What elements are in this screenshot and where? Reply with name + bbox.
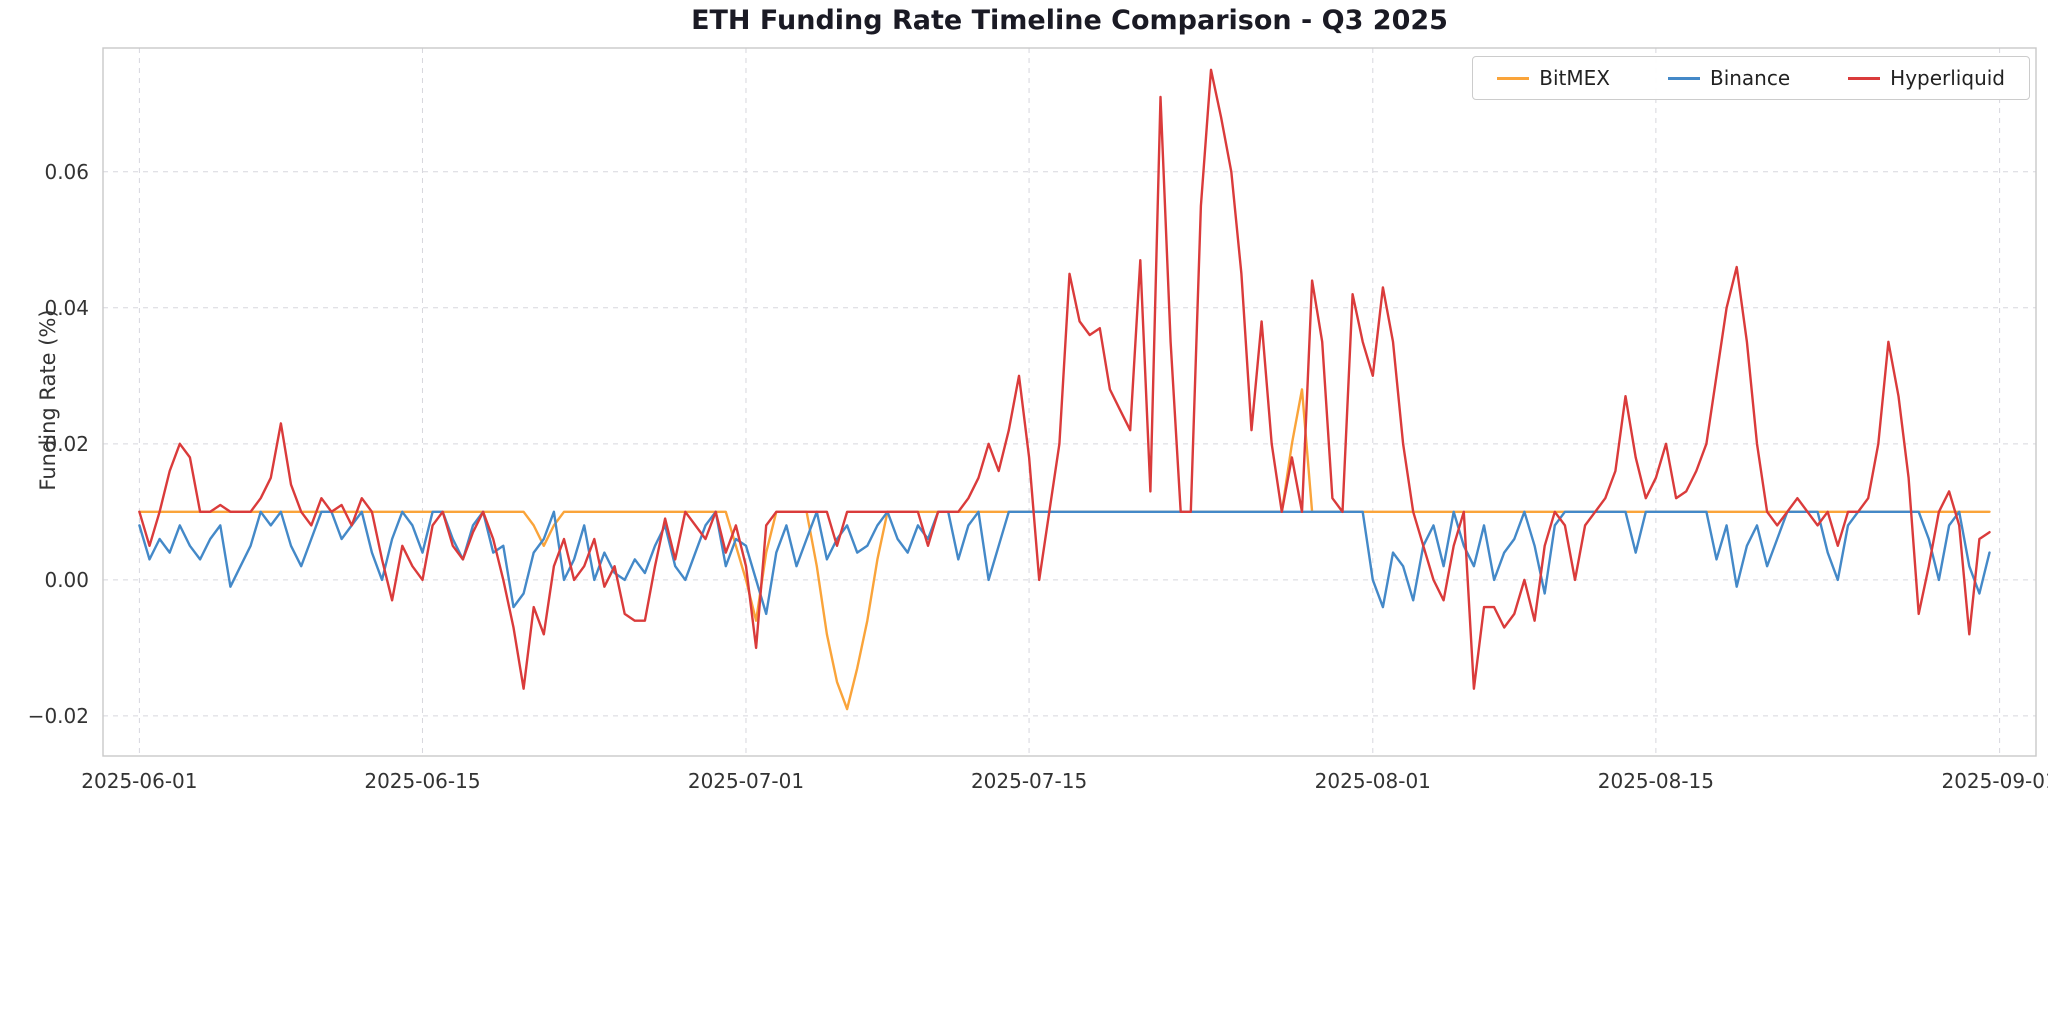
y-tick-label: 0.00 bbox=[44, 568, 89, 592]
plot-border bbox=[102, 47, 2037, 757]
legend: BitMEX Binance Hyperliquid bbox=[1472, 56, 2030, 100]
y-tick-label: 0.04 bbox=[44, 296, 89, 320]
y-tick-label: −0.02 bbox=[28, 704, 89, 728]
x-tick-label: 2025-09-01 bbox=[1941, 769, 2048, 793]
x-tick-label: 2025-07-01 bbox=[688, 769, 804, 793]
x-tick-label: 2025-06-01 bbox=[81, 769, 197, 793]
chart-title: ETH Funding Rate Timeline Comparison - Q… bbox=[691, 5, 1448, 36]
x-tick-label: 2025-08-15 bbox=[1598, 769, 1714, 793]
legend-item-hyperliquid: Hyperliquid bbox=[1848, 66, 2005, 90]
y-tick-label: 0.06 bbox=[44, 160, 89, 184]
legend-label-bitmex: BitMEX bbox=[1539, 66, 1610, 90]
legend-label-hyperliquid: Hyperliquid bbox=[1890, 66, 2005, 90]
y-tick-label: 0.02 bbox=[44, 432, 89, 456]
series-line-hyperliquid bbox=[138, 68, 1991, 690]
x-tick-label: 2025-06-15 bbox=[364, 769, 480, 793]
legend-label-binance: Binance bbox=[1709, 66, 1791, 90]
legend-item-binance: Binance bbox=[1667, 66, 1791, 90]
legend-swatch-hyperliquid bbox=[1848, 76, 1881, 80]
legend-swatch-binance bbox=[1667, 76, 1700, 80]
legend-swatch-bitmex bbox=[1497, 76, 1530, 80]
series-line-binance bbox=[138, 510, 1991, 616]
legend-item-bitmex: BitMEX bbox=[1497, 66, 1610, 90]
series-line-bitmex bbox=[138, 388, 1991, 711]
x-tick-label: 2025-08-01 bbox=[1315, 769, 1431, 793]
x-tick-label: 2025-07-15 bbox=[971, 769, 1087, 793]
